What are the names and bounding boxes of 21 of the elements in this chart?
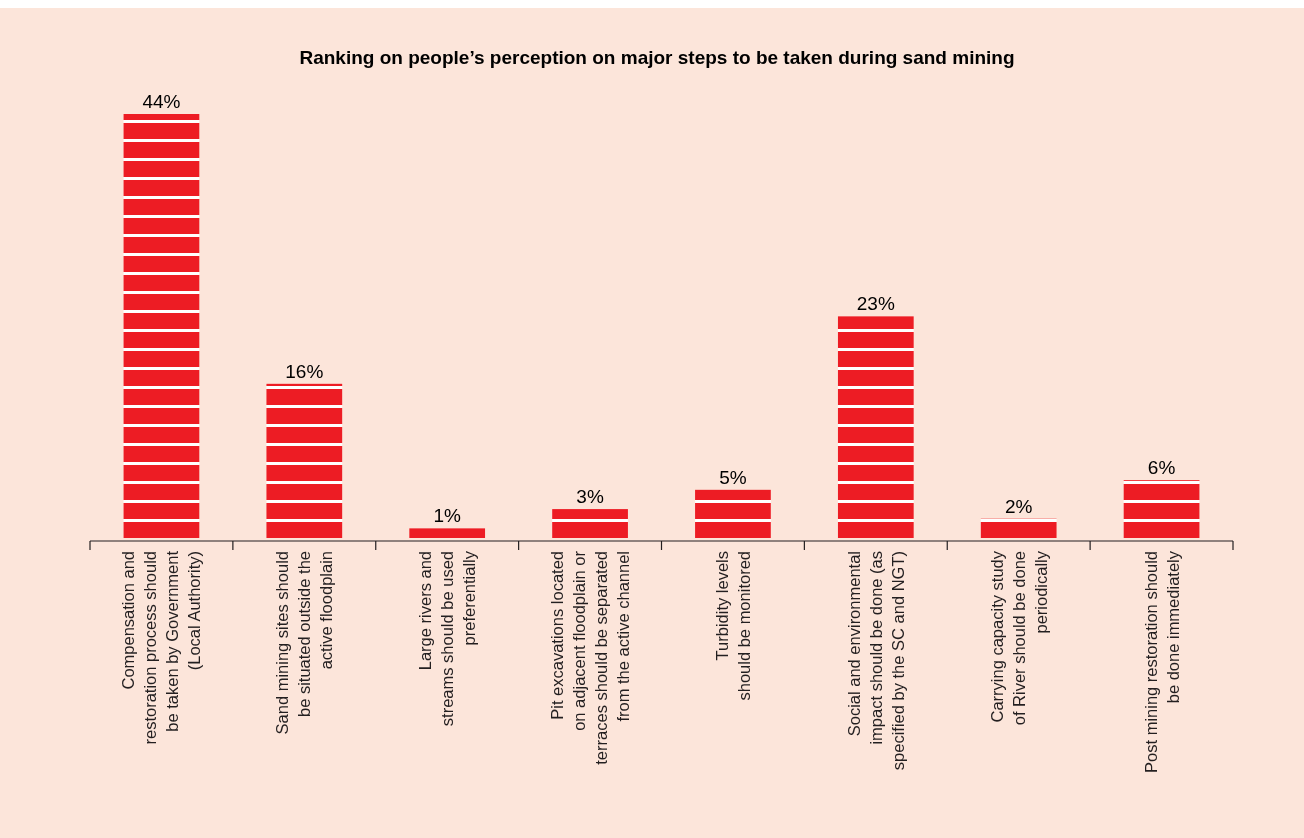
- x-tick-label: Compensation and restoration process should be taken by Government (Local Authority): [119, 550, 204, 745]
- bar: [695, 489, 771, 538]
- data-label: 2%: [1004, 495, 1033, 517]
- chart-title: Ranking on people’s perception on major steps to be taken during sand mining: [299, 47, 1015, 68]
- bar: [837, 316, 914, 538]
- x-tick-label: Large rivers and streams should be used preferentially: [416, 550, 479, 727]
- data-label: 6%: [1147, 457, 1176, 479]
- bar: [1123, 480, 1200, 538]
- data-label: 5%: [719, 466, 747, 488]
- data-label: 3%: [576, 486, 604, 508]
- bar: [980, 518, 1057, 538]
- bar: [266, 383, 343, 538]
- data-label: 16%: [285, 360, 324, 382]
- data-label: 1%: [433, 505, 462, 527]
- x-tick-label: Social and environmental impact should be done (as specified by the SC and NGT): [844, 551, 907, 771]
- data-label: 23%: [856, 293, 895, 315]
- data-label: 44%: [142, 91, 181, 112]
- bar: [123, 114, 200, 538]
- bar: [552, 509, 628, 538]
- bar: [409, 528, 486, 538]
- x-tick-label: Carrying capacity study of River should be done periodically: [987, 550, 1050, 726]
